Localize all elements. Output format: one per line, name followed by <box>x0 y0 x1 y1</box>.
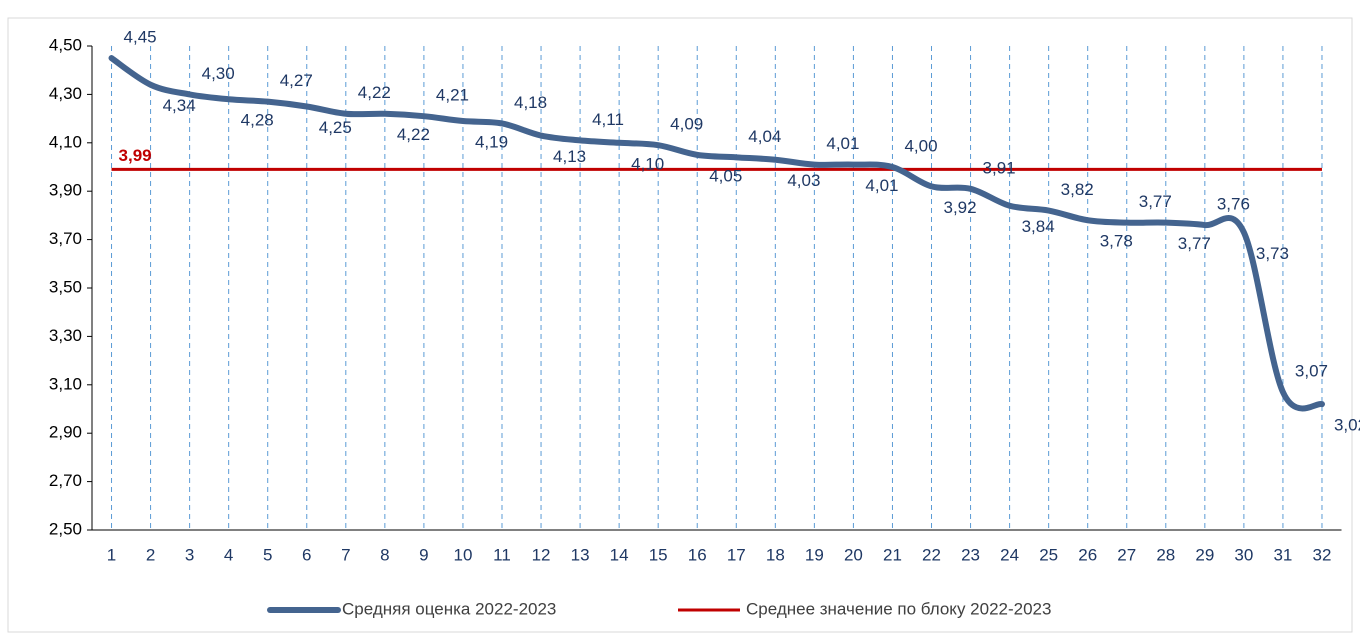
x-tick-label: 8 <box>380 545 389 564</box>
data-label: 4,45 <box>124 28 157 47</box>
data-label: 3,84 <box>1022 217 1055 236</box>
data-label: 3,92 <box>944 198 977 217</box>
y-tick-label: 3,70 <box>49 229 82 248</box>
data-label: 4,05 <box>709 166 742 185</box>
x-tick-label: 1 <box>107 545 116 564</box>
x-tick-label: 32 <box>1313 545 1332 564</box>
data-label: 4,09 <box>670 115 703 134</box>
y-tick-label: 4,10 <box>49 132 82 151</box>
x-tick-label: 10 <box>453 545 472 564</box>
data-label: 3,76 <box>1217 195 1250 214</box>
data-label: 4,13 <box>553 147 586 166</box>
data-label: 3,77 <box>1178 234 1211 253</box>
x-tick-label: 13 <box>571 545 590 564</box>
data-label: 3,91 <box>983 158 1016 177</box>
x-tick-label: 7 <box>341 545 350 564</box>
data-label: 4,27 <box>280 71 313 90</box>
data-label: 4,18 <box>514 93 547 112</box>
reference-label: 3,99 <box>119 146 152 165</box>
data-label: 4,19 <box>475 133 508 152</box>
data-label: 4,30 <box>202 64 235 83</box>
y-tick-label: 2,70 <box>49 471 82 490</box>
data-label: 4,01 <box>865 176 898 195</box>
x-tick-label: 19 <box>805 545 824 564</box>
x-tick-label: 4 <box>224 545 233 564</box>
y-tick-label: 2,90 <box>49 423 82 442</box>
x-tick-label: 25 <box>1039 545 1058 564</box>
x-tick-label: 5 <box>263 545 272 564</box>
x-tick-label: 2 <box>146 545 155 564</box>
data-label: 4,03 <box>787 171 820 190</box>
series-line <box>108 55 1325 412</box>
legend-label: Средняя оценка 2022-2023 <box>342 599 556 618</box>
data-label: 3,73 <box>1256 244 1289 263</box>
data-label: 3,02 <box>1334 416 1360 435</box>
y-tick-label: 3,10 <box>49 374 82 393</box>
x-tick-label: 12 <box>532 545 551 564</box>
x-tick-label: 11 <box>493 545 511 564</box>
x-tick-label: 15 <box>649 545 668 564</box>
x-tick-label: 3 <box>185 545 194 564</box>
data-label: 3,82 <box>1061 180 1094 199</box>
y-tick-label: 3,90 <box>49 181 82 200</box>
x-tick-label: 26 <box>1078 545 1097 564</box>
x-tick-label: 20 <box>844 545 863 564</box>
data-label: 4,28 <box>241 111 274 130</box>
data-label: 4,21 <box>436 86 469 105</box>
data-label: 4,11 <box>592 110 624 129</box>
x-tick-label: 29 <box>1195 545 1214 564</box>
x-tick-label: 9 <box>419 545 428 564</box>
y-tick-label: 3,30 <box>49 326 82 345</box>
x-tick-label: 17 <box>727 545 746 564</box>
y-tick-label: 4,30 <box>49 84 82 103</box>
x-tick-label: 14 <box>610 545 629 564</box>
data-label: 4,10 <box>631 154 664 173</box>
data-label: 4,22 <box>358 83 391 102</box>
x-tick-label: 23 <box>961 545 980 564</box>
x-tick-label: 18 <box>766 545 785 564</box>
data-label: 4,04 <box>748 127 781 146</box>
data-label: 3,77 <box>1139 192 1172 211</box>
data-label: 3,07 <box>1295 362 1328 381</box>
x-tick-label: 6 <box>302 545 311 564</box>
data-label: 4,00 <box>904 136 937 155</box>
data-label: 4,34 <box>163 96 196 115</box>
y-tick-label: 4,50 <box>49 35 82 54</box>
x-tick-label: 30 <box>1234 545 1253 564</box>
x-tick-label: 22 <box>922 545 941 564</box>
x-tick-label: 28 <box>1156 545 1175 564</box>
data-label: 4,25 <box>319 118 352 137</box>
x-tick-label: 21 <box>883 545 902 564</box>
x-tick-label: 24 <box>1000 545 1019 564</box>
x-tick-label: 16 <box>688 545 707 564</box>
data-label: 4,01 <box>826 134 859 153</box>
data-label: 3,78 <box>1100 232 1133 251</box>
x-tick-label: 27 <box>1117 545 1136 564</box>
data-label: 4,22 <box>397 125 430 144</box>
chart-frame <box>7 17 1353 633</box>
legend-label: Среднее значение по блоку 2022-2023 <box>746 599 1051 618</box>
x-tick-label: 31 <box>1273 545 1292 564</box>
y-tick-label: 2,50 <box>49 519 82 538</box>
y-tick-label: 3,50 <box>49 277 82 296</box>
